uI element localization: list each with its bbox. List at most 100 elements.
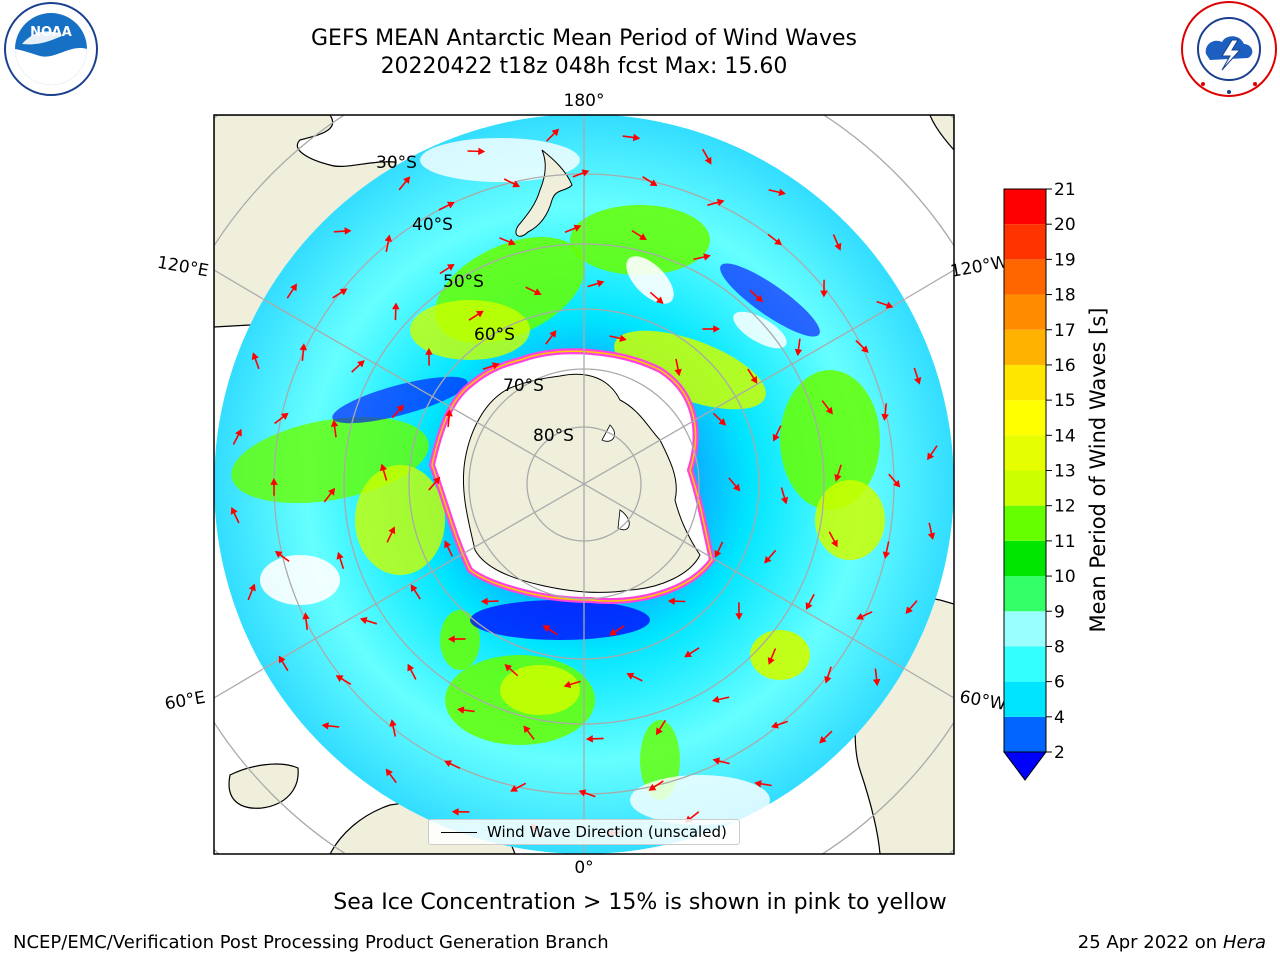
wind-wave-arrowhead bbox=[819, 735, 827, 744]
lat-label-50s: 50°S bbox=[443, 272, 484, 292]
wind-wave-arrowhead bbox=[914, 377, 922, 385]
colorbar-tick-label: 11 bbox=[1054, 532, 1076, 552]
wind-wave-arrowhead bbox=[480, 597, 488, 606]
wind-wave-arrowhead bbox=[732, 483, 741, 492]
wind-wave-arrowhead bbox=[379, 463, 388, 472]
wind-wave-arrowhead bbox=[389, 719, 397, 727]
wind-wave-arrowhead bbox=[872, 678, 881, 687]
wind-wave-arrowhead bbox=[834, 474, 842, 482]
colorbar-cell bbox=[1004, 364, 1046, 401]
footer-machine: Hera bbox=[1222, 932, 1266, 953]
wind-wave-arrowhead bbox=[491, 362, 500, 370]
wind-wave-arrowhead bbox=[278, 655, 286, 664]
wind-wave-arrowhead bbox=[704, 156, 712, 165]
wind-wave-arrowhead bbox=[542, 624, 551, 632]
colorbar-tick-label: 4 bbox=[1054, 708, 1065, 728]
noaa-logo: NOAA bbox=[4, 2, 98, 96]
wind-wave-arrowhead bbox=[882, 551, 891, 559]
wind-wave-arrowhead bbox=[446, 201, 455, 209]
wind-wave-arrowhead bbox=[764, 556, 772, 564]
colorbar-cell bbox=[1004, 646, 1046, 682]
wind-wave-arrowhead bbox=[609, 628, 618, 636]
wind-wave-arrowhead bbox=[881, 413, 889, 421]
wind-wave-arrowhead bbox=[774, 238, 783, 246]
wind-wave-arrowhead bbox=[388, 526, 396, 535]
wind-wave-arrowhead bbox=[596, 279, 605, 288]
colorbar-tick-label: 9 bbox=[1054, 602, 1065, 622]
wind-wave-arrowhead bbox=[778, 188, 786, 197]
wind-wave-arrowhead bbox=[703, 253, 711, 261]
colorbar-cell bbox=[1004, 224, 1046, 260]
colorbar-tick-label: 13 bbox=[1054, 462, 1076, 482]
wind-wave-arrowhead bbox=[230, 507, 238, 515]
wave-period-field bbox=[231, 138, 885, 825]
wind-wave-arrowhead bbox=[754, 780, 762, 788]
wind-wave-arrowhead bbox=[772, 433, 780, 442]
wind-wave-arrowhead bbox=[384, 234, 392, 242]
wind-wave-arrowhead bbox=[750, 375, 758, 384]
colorbar-cell bbox=[1004, 259, 1046, 295]
wind-wave-arrowhead bbox=[649, 179, 658, 187]
wind-wave-arrowhead bbox=[533, 288, 542, 296]
colorbar-cell bbox=[1004, 716, 1046, 752]
wind-wave-arrowhead bbox=[302, 612, 310, 620]
colorbar-tick-label: 2 bbox=[1054, 743, 1065, 763]
wind-wave-arrowhead bbox=[504, 664, 512, 672]
wind-wave-arrowhead bbox=[824, 675, 832, 684]
wind-wave-arrowhead bbox=[335, 675, 344, 682]
wind-wave-arrowhead bbox=[626, 672, 635, 680]
lat-label-60s: 60°S bbox=[474, 325, 515, 345]
chart-title: GEFS MEAN Antarctic Mean Period of Wind … bbox=[311, 26, 857, 51]
legend-label: Wind Wave Direction (unscaled) bbox=[487, 823, 727, 841]
land-new-zealand bbox=[515, 149, 573, 237]
wind-wave-arrowhead bbox=[585, 735, 593, 743]
wind-wave-arrowhead bbox=[755, 294, 764, 303]
colorbar-cell bbox=[1004, 681, 1046, 717]
wind-wave-arrowhead bbox=[581, 169, 590, 177]
lon-label-0: 0° bbox=[574, 858, 593, 878]
wind-wave-arrowhead bbox=[549, 330, 557, 338]
wind-wave-arrowhead bbox=[771, 721, 779, 729]
wind-wave-arrowhead bbox=[447, 264, 455, 271]
wind-wave-arrowhead bbox=[425, 347, 433, 355]
wind-wave-arrowhead bbox=[444, 540, 451, 549]
wind-wave-arrowhead bbox=[444, 760, 452, 768]
wind-wave-arrowhead bbox=[336, 551, 344, 560]
wind-wave-arrowhead bbox=[861, 345, 869, 353]
wind-wave-arrowhead bbox=[619, 334, 627, 343]
colorbar-cell bbox=[1004, 505, 1046, 541]
wind-wave-arrowhead bbox=[274, 550, 283, 558]
colorbar-tick-label: 18 bbox=[1054, 286, 1076, 306]
wind-wave-arrowhead bbox=[551, 128, 560, 137]
wind-wave-arrowhead bbox=[235, 428, 242, 437]
wind-wave-arrowhead bbox=[831, 539, 838, 548]
wind-wave-arrowhead bbox=[357, 360, 365, 368]
wind-wave-arrowhead bbox=[794, 348, 803, 357]
colorbar-cell bbox=[1004, 540, 1046, 577]
wind-wave-arrowhead bbox=[735, 613, 743, 621]
wind-wave-arrows bbox=[230, 128, 938, 838]
colorbar: 2 4 6 8 9 10 11 12 13 14 15 16 17 18 19 20 21 Mean Perio… bbox=[1003, 180, 1110, 781]
lat-label-70s: 70°S bbox=[503, 376, 544, 396]
wind-wave-arrowhead bbox=[339, 288, 348, 296]
wind-wave-arrowhead bbox=[892, 479, 901, 488]
colorbar-tick-label: 16 bbox=[1054, 356, 1076, 376]
wind-wave-arrowhead bbox=[578, 789, 587, 797]
wind-wave-arrowhead bbox=[667, 597, 675, 605]
footer-credit: NCEP/EMC/Verification Post Processing Pr… bbox=[13, 932, 609, 953]
wind-wave-arrowhead bbox=[820, 290, 828, 298]
wind-wave-arrowhead bbox=[396, 404, 404, 412]
wind-wave-arrowhead bbox=[508, 238, 516, 246]
sea-ice-note: Sea Ice Concentration > 15% is shown in … bbox=[333, 890, 947, 915]
noaa-logo-text: NOAA bbox=[30, 25, 72, 40]
wind-wave-arrowhead bbox=[445, 409, 453, 417]
wind-wave-arrowhead bbox=[927, 452, 935, 461]
colorbar-cell bbox=[1004, 189, 1046, 225]
colorbar-tick-label: 8 bbox=[1054, 637, 1065, 657]
wind-wave-arrowhead bbox=[457, 706, 465, 714]
wind-wave-arrowhead bbox=[280, 412, 289, 420]
colorbar-tick-label: 21 bbox=[1054, 180, 1076, 200]
wind-wave-arrowhead bbox=[714, 549, 722, 558]
wind-wave-arrowhead bbox=[251, 352, 259, 361]
chart-subtitle: 20220422 t18z 048h fcst Max: 15.60 bbox=[380, 54, 788, 79]
